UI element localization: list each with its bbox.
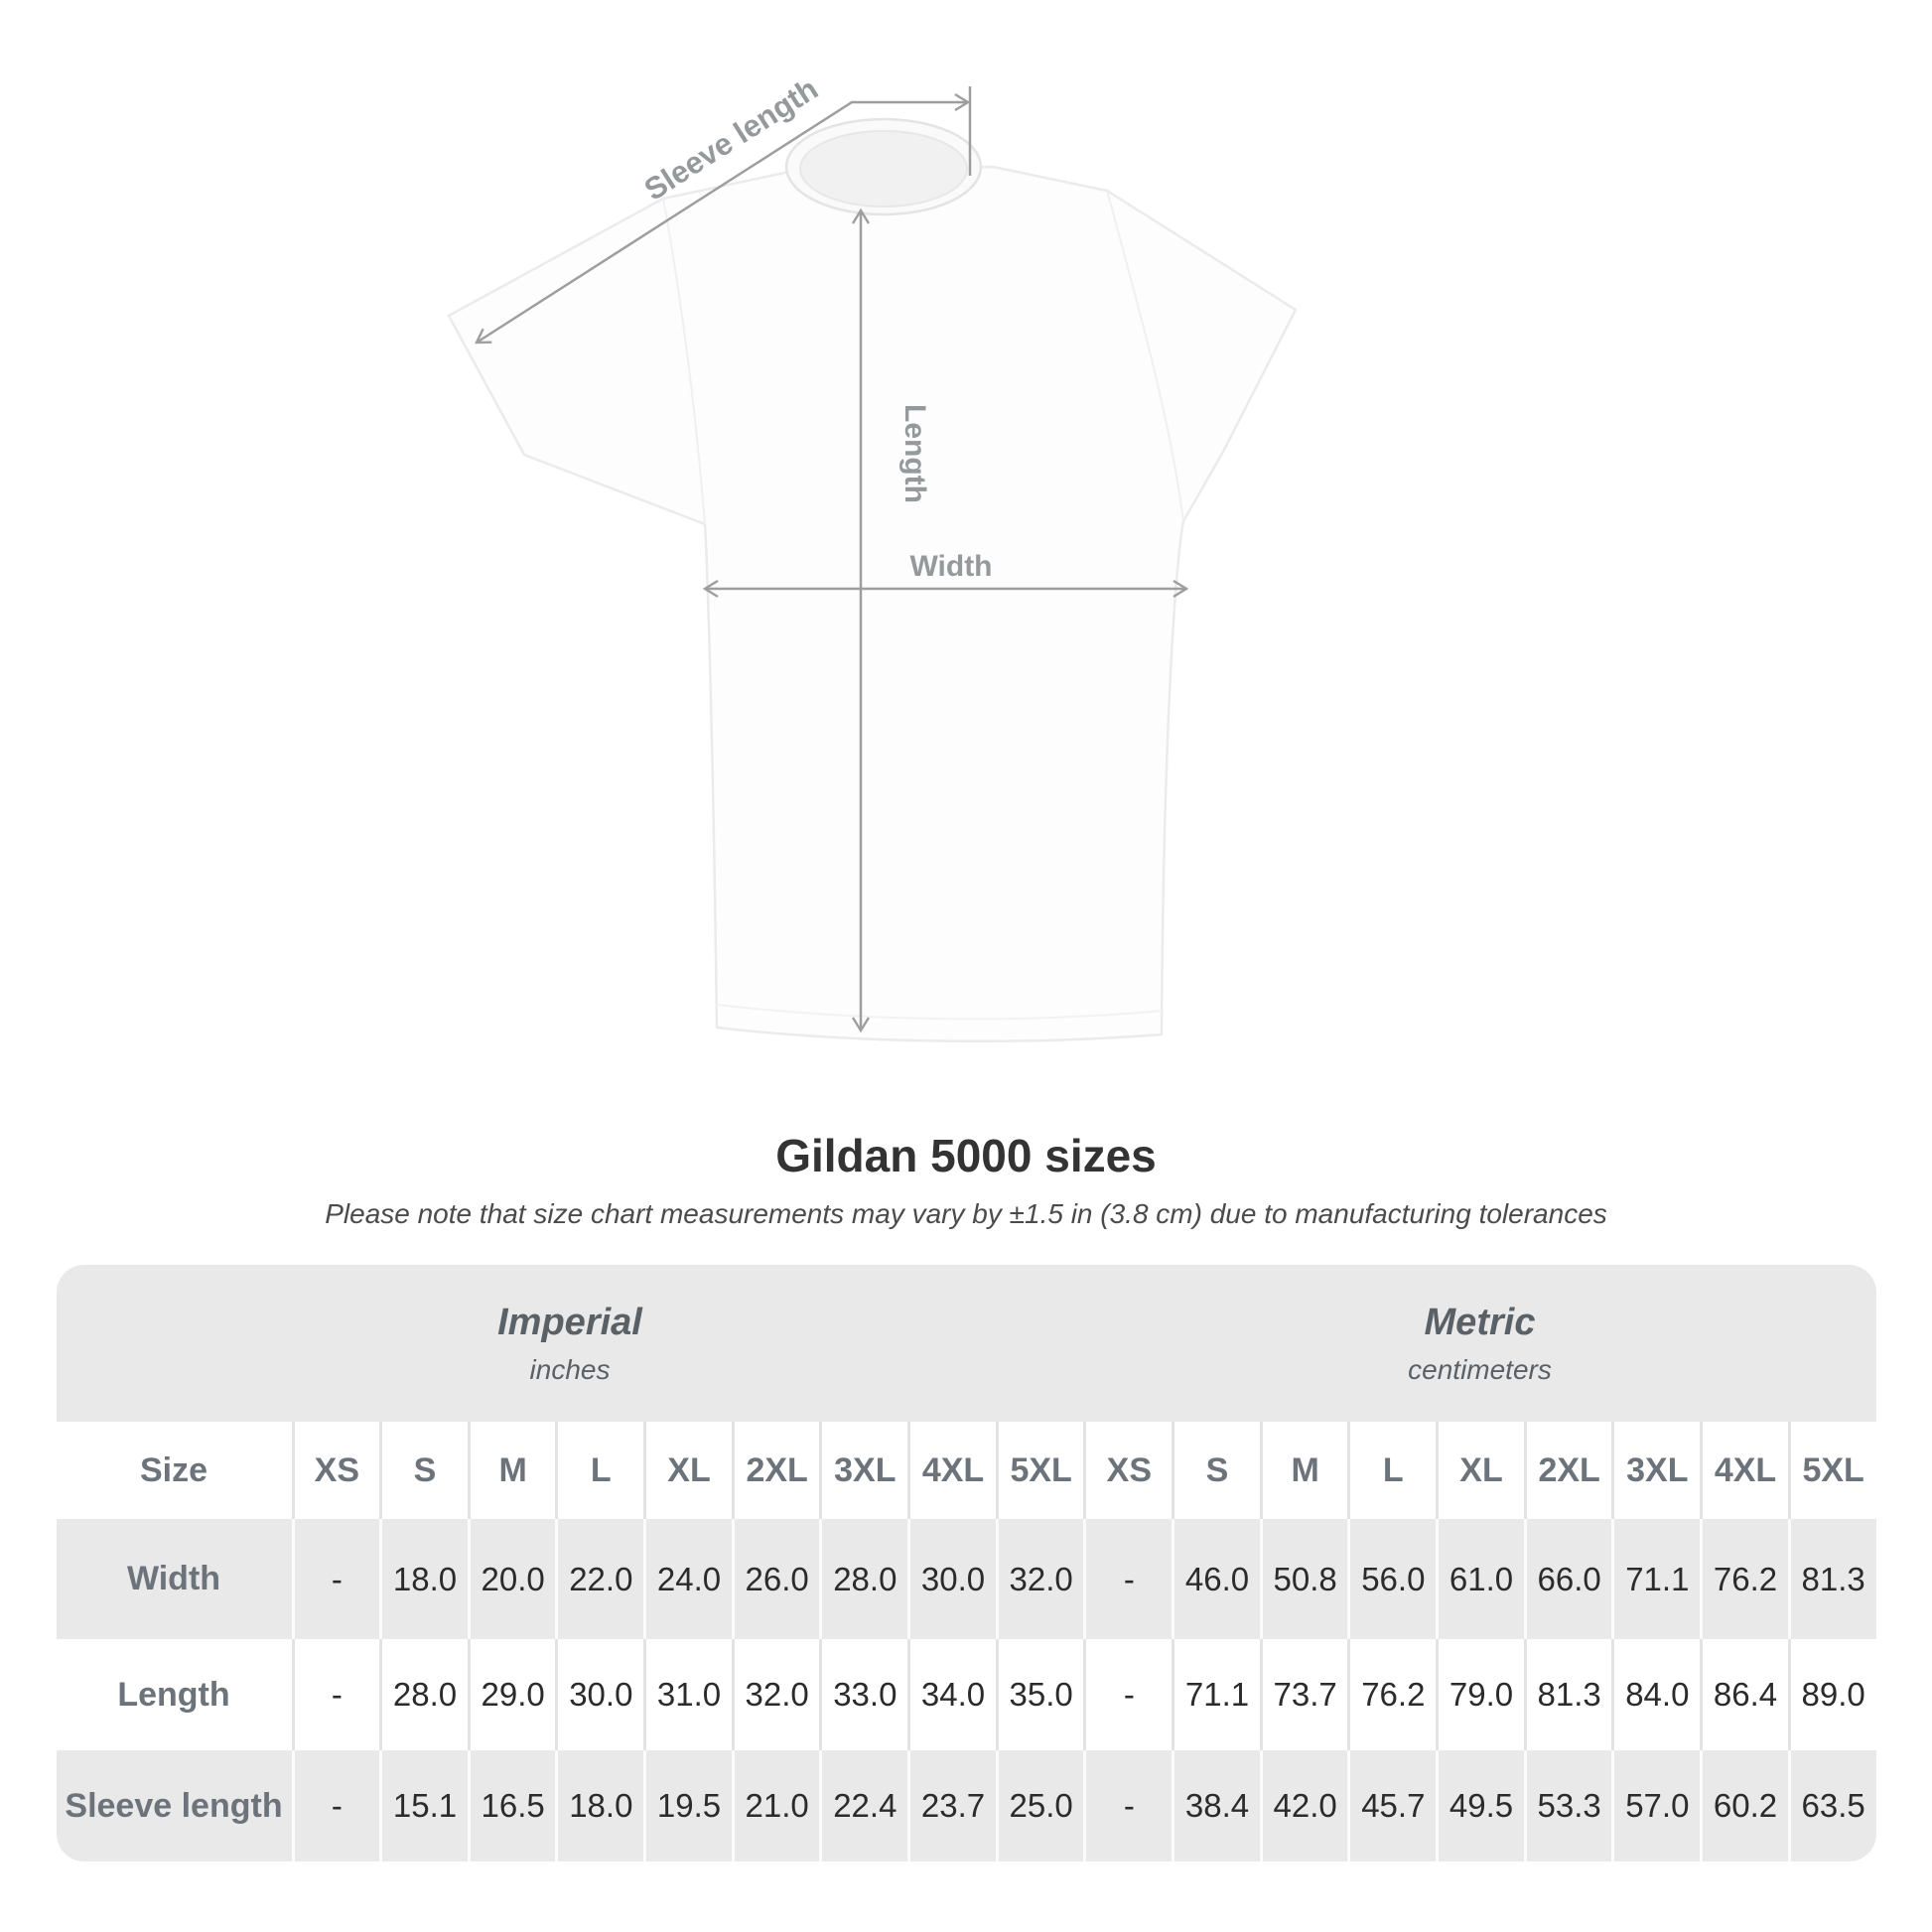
size-header-cell: 5XL: [995, 1422, 1084, 1519]
size-header-cell: 3XL: [1611, 1422, 1700, 1519]
value-cell: 50.8: [1259, 1519, 1348, 1639]
value-cell: 81.3: [1787, 1519, 1876, 1639]
value-cell: 86.4: [1700, 1639, 1788, 1750]
value-cell: 63.5: [1787, 1750, 1876, 1862]
value-cell: 57.0: [1611, 1750, 1700, 1862]
size-header-cell: 2XL: [731, 1422, 820, 1519]
value-cell: 33.0: [819, 1639, 907, 1750]
value-cell: -: [1083, 1519, 1172, 1639]
value-cell: -: [1083, 1639, 1172, 1750]
section-name: Metric: [1424, 1301, 1536, 1343]
value-cell: 53.3: [1523, 1750, 1612, 1862]
value-cell: 22.4: [819, 1750, 907, 1862]
value-cell: -: [1083, 1750, 1172, 1862]
width-row: Width - 18.0 20.0 22.0 24.0 26.0 28.0 30…: [56, 1519, 1876, 1639]
size-column-header: Size: [139, 1450, 208, 1489]
length-row: Length - 28.0 29.0 30.0 31.0 32.0 33.0 3…: [56, 1639, 1876, 1750]
value-cell: 66.0: [1523, 1519, 1612, 1639]
value-cell: -: [291, 1750, 380, 1862]
value-cell: 71.1: [1611, 1519, 1700, 1639]
value-cell: 73.7: [1259, 1639, 1348, 1750]
value-cell: 26.0: [731, 1519, 820, 1639]
value-cell: 76.2: [1700, 1519, 1788, 1639]
value-cell: 30.0: [555, 1639, 643, 1750]
size-header-cell: 4XL: [907, 1422, 996, 1519]
imperial-section-header: Imperial inches: [57, 1265, 1084, 1422]
value-cell: 81.3: [1523, 1639, 1612, 1750]
value-cell: 35.0: [995, 1639, 1084, 1750]
length-label: Length: [898, 404, 931, 503]
value-cell: 71.1: [1172, 1639, 1260, 1750]
size-header-cell: XS: [1083, 1422, 1172, 1519]
value-cell: 28.0: [379, 1639, 468, 1750]
unit-band: Imperial inches Metric centimeters: [56, 1265, 1876, 1422]
value-cell: 20.0: [467, 1519, 556, 1639]
value-cell: 24.0: [643, 1519, 732, 1639]
size-header-cell: XL: [1436, 1422, 1524, 1519]
value-cell: 38.4: [1172, 1750, 1260, 1862]
value-cell: 45.7: [1347, 1750, 1436, 1862]
value-cell: 76.2: [1347, 1639, 1436, 1750]
value-cell: 46.0: [1172, 1519, 1260, 1639]
width-label: Width: [909, 550, 992, 583]
row-label: Width: [126, 1560, 221, 1597]
tshirt-diagram: Sleeve length Length Width: [447, 71, 1298, 1043]
value-cell: 18.0: [379, 1519, 468, 1639]
collar: [784, 117, 983, 216]
value-cell: 56.0: [1347, 1519, 1436, 1639]
value-cell: 28.0: [819, 1519, 907, 1639]
tshirt-graphic: [447, 117, 1298, 1043]
size-header-cell: XL: [643, 1422, 732, 1519]
size-header-cell: L: [555, 1422, 643, 1519]
row-label: Length: [117, 1675, 230, 1714]
size-chart-table: Imperial inches Metric centimeters Size …: [56, 1265, 1876, 1862]
value-cell: 49.5: [1436, 1750, 1524, 1862]
section-name: Imperial: [497, 1301, 642, 1343]
value-cell: 21.0: [731, 1750, 820, 1862]
value-cell: 34.0: [907, 1639, 996, 1750]
value-cell: 60.2: [1700, 1750, 1788, 1862]
value-cell: 16.5: [467, 1750, 556, 1862]
value-cell: -: [291, 1519, 380, 1639]
size-header-cell: 2XL: [1523, 1422, 1612, 1519]
size-header-row: Size XS S M L XL 2XL 3XL 4XL 5XL XS S M …: [56, 1422, 1876, 1519]
value-cell: 32.0: [995, 1519, 1084, 1639]
size-header-cell: 3XL: [819, 1422, 907, 1519]
row-label: Sleeve length: [65, 1786, 283, 1825]
sleeve-length-row: Sleeve length - 15.1 16.5 18.0 19.5 21.0…: [56, 1750, 1876, 1862]
size-header-cell: XS: [291, 1422, 380, 1519]
value-cell: 19.5: [643, 1750, 732, 1862]
sleeve-length-arrow: [475, 86, 972, 345]
size-header-cell: M: [467, 1422, 556, 1519]
value-cell: 89.0: [1787, 1639, 1876, 1750]
page-title: Gildan 5000 sizes: [775, 1130, 1157, 1181]
value-cell: 31.0: [643, 1639, 732, 1750]
value-cell: -: [291, 1639, 380, 1750]
value-cell: 79.0: [1436, 1639, 1524, 1750]
size-header-cell: S: [379, 1422, 468, 1519]
page-subtitle: Please note that size chart measurements…: [325, 1198, 1607, 1229]
value-cell: 25.0: [995, 1750, 1084, 1862]
value-cell: 84.0: [1611, 1639, 1700, 1750]
section-unit: inches: [529, 1353, 611, 1385]
section-unit: centimeters: [1408, 1353, 1552, 1385]
metric-section-header: Metric centimeters: [1084, 1265, 1876, 1422]
size-header-cell: S: [1172, 1422, 1260, 1519]
value-cell: 32.0: [731, 1639, 820, 1750]
value-cell: 18.0: [555, 1750, 643, 1862]
size-header-cell: M: [1259, 1422, 1348, 1519]
value-cell: 61.0: [1436, 1519, 1524, 1639]
value-cell: 30.0: [907, 1519, 996, 1639]
size-header-cell: 5XL: [1787, 1422, 1876, 1519]
size-header-cell: 4XL: [1700, 1422, 1788, 1519]
value-cell: 15.1: [379, 1750, 468, 1862]
value-cell: 22.0: [555, 1519, 643, 1639]
value-cell: 23.7: [907, 1750, 996, 1862]
value-cell: 42.0: [1259, 1750, 1348, 1862]
size-header-cell: L: [1347, 1422, 1436, 1519]
value-cell: 29.0: [467, 1639, 556, 1750]
